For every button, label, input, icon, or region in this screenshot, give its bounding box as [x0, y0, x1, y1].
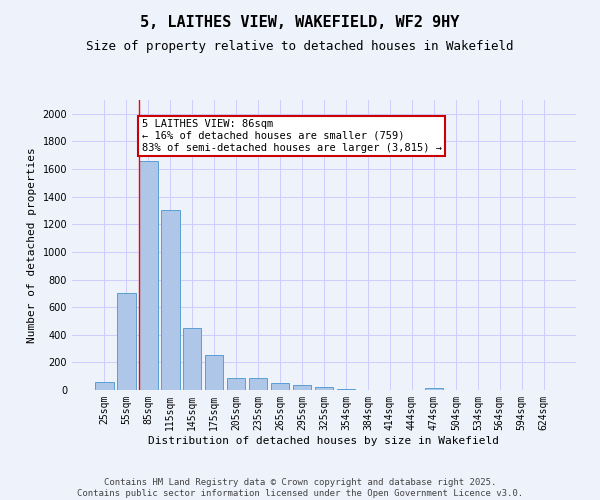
Bar [139, 161, 158, 390]
Bar [293, 385, 311, 390]
Text: 5, LAITHES VIEW, WAKEFIELD, WF2 9HY: 5, LAITHES VIEW, WAKEFIELD, WF2 9HY [140, 15, 460, 30]
Bar [95, 382, 113, 390]
X-axis label: Distribution of detached houses by size in Wakefield: Distribution of detached houses by size … [149, 436, 499, 446]
Bar [271, 383, 289, 390]
Bar [249, 378, 268, 390]
Text: Size of property relative to detached houses in Wakefield: Size of property relative to detached ho… [86, 40, 514, 53]
Bar [205, 355, 223, 390]
Bar [183, 328, 202, 390]
Bar [161, 210, 179, 390]
Text: 5 LAITHES VIEW: 86sqm
← 16% of detached houses are smaller (759)
83% of semi-det: 5 LAITHES VIEW: 86sqm ← 16% of detached … [142, 120, 442, 152]
Bar [425, 388, 443, 390]
Bar [337, 388, 355, 390]
Text: Contains HM Land Registry data © Crown copyright and database right 2025.
Contai: Contains HM Land Registry data © Crown c… [77, 478, 523, 498]
Bar [227, 378, 245, 390]
Y-axis label: Number of detached properties: Number of detached properties [27, 147, 37, 343]
Bar [117, 294, 136, 390]
Bar [314, 386, 334, 390]
